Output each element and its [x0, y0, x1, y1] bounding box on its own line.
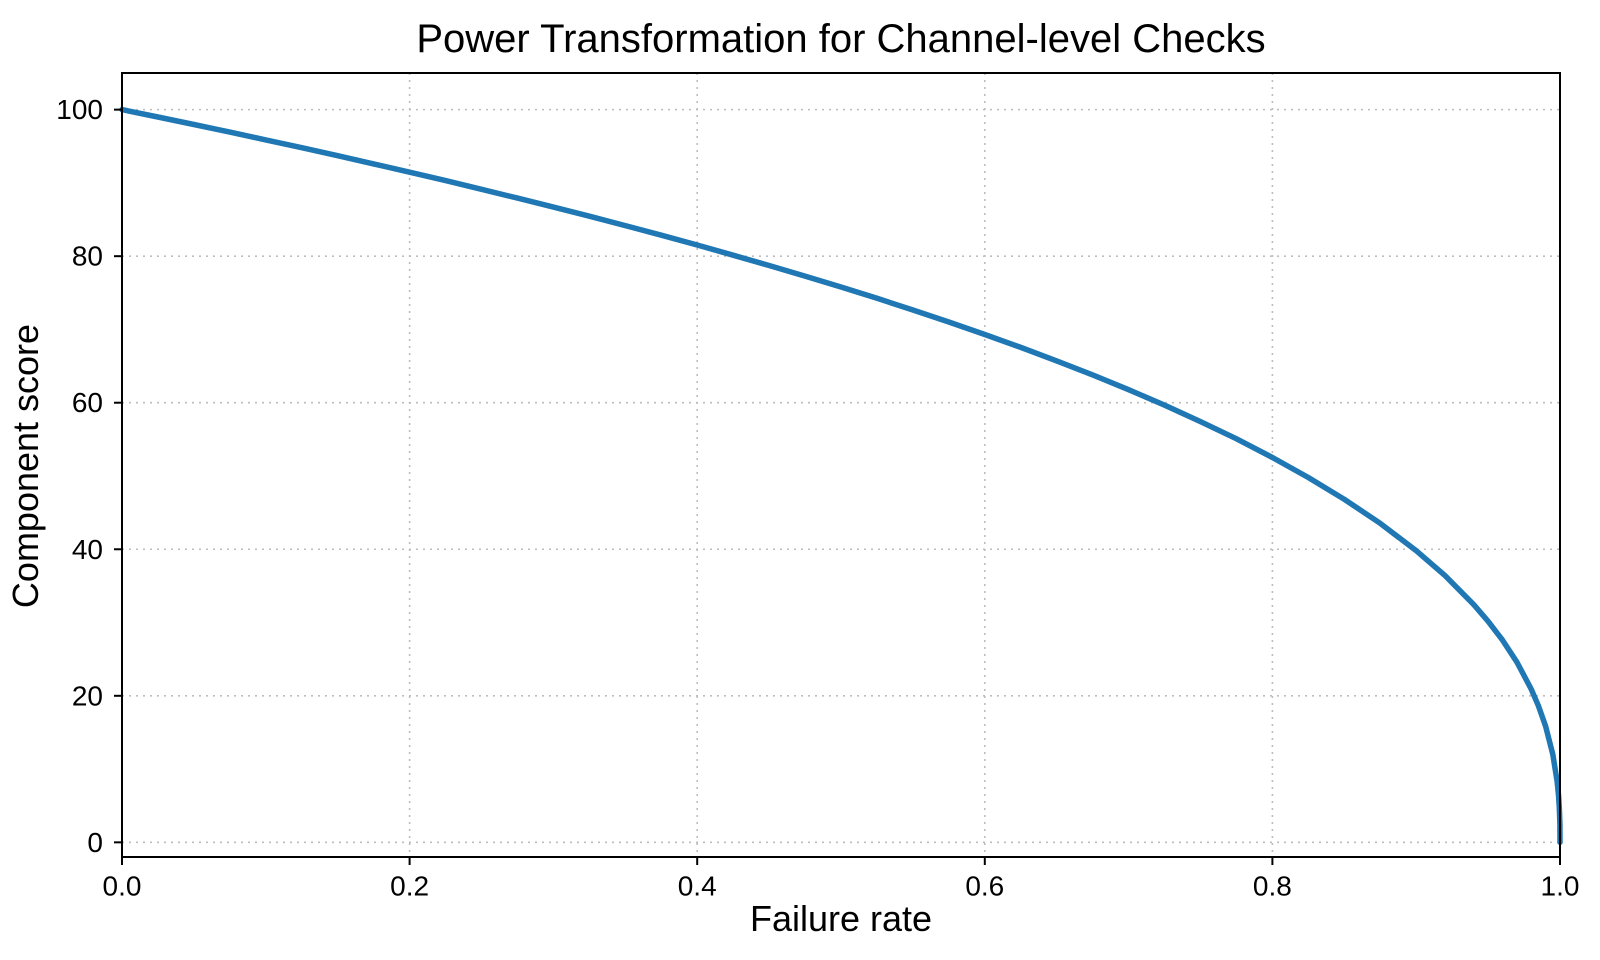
x-tick-label: 1.0 [1541, 871, 1580, 902]
y-tick-label: 100 [56, 94, 103, 125]
axis-ticks [114, 108, 1561, 865]
x-tick-label: 0.4 [678, 871, 717, 902]
x-tick-label: 0.2 [390, 871, 429, 902]
x-tick-label: 0.6 [965, 871, 1004, 902]
y-tick-label: 80 [72, 241, 103, 272]
curve [119, 106, 1563, 846]
data-line-component-score-curve [119, 106, 1563, 846]
y-tick-label: 0 [87, 827, 103, 858]
y-axis-label: Component score [5, 324, 46, 608]
grid-lines [121, 73, 1561, 857]
plot-border [121, 72, 1561, 858]
x-axis-label: Failure rate [750, 898, 932, 939]
y-tick-label: 20 [72, 680, 103, 711]
x-tick-label: 0.8 [1253, 871, 1292, 902]
y-tick-label: 60 [72, 387, 103, 418]
chart-title: Power Transformation for Channel-level C… [416, 17, 1265, 61]
axes-spines [121, 72, 1561, 858]
y-tick-label: 40 [72, 534, 103, 565]
tick-labels: 0.0 0.2 0.4 0.6 0.8 1.0 0 20 40 60 80 100 [56, 94, 1579, 901]
x-tick-label: 0.0 [103, 871, 142, 902]
